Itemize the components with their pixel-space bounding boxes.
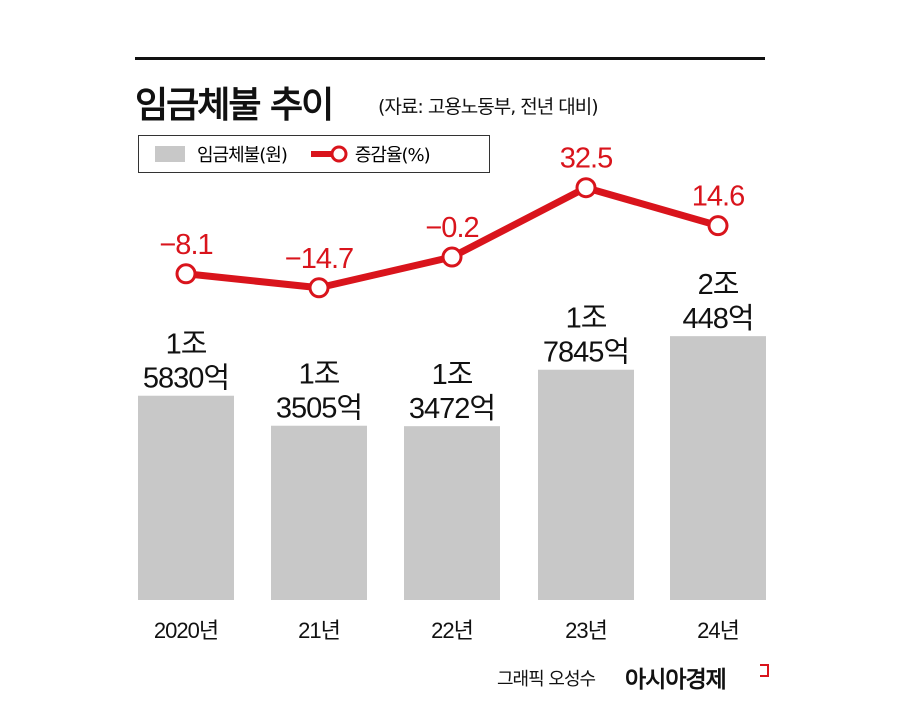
chart-title: 임금체불 추이 [135,85,334,126]
bar [404,426,500,600]
brand-logo: 아시아경제 [625,667,727,693]
x-tick-label: 24년 [697,618,739,643]
bar-label-line2: 5830억 [143,363,229,395]
rate-point [575,177,597,199]
legend-line-label: 증감율(%) [354,145,431,166]
bar-label-line1: 1조 [432,359,473,391]
chart-source: (자료: 고용노동부, 전년 대비) [378,96,599,118]
bar-label-line1: 1조 [166,329,207,361]
legend: 임금체불(원) 증감율(%) [138,135,490,173]
rate-label: −0.2 [425,212,478,244]
bar-label-line1: 2조 [698,269,739,301]
rate-label: 32.5 [560,143,612,175]
rate-point [441,246,463,268]
bar [271,425,367,600]
x-tick-label: 22년 [431,618,473,643]
bar [138,395,234,600]
bar [670,336,766,600]
x-tick-label: 23년 [565,618,607,643]
bar-label-line2: 7845억 [543,337,629,369]
bar-label-line1: 1조 [566,303,607,335]
bar-label-line2: 3505억 [276,393,362,425]
legend-bar-label: 임금체불(원) [197,145,288,166]
x-tick-label: 2020년 [154,618,218,643]
rate-point [175,263,197,285]
brand-mark-icon [760,664,769,677]
legend-line-swatch [310,145,348,163]
rate-label: −14.7 [285,243,353,275]
bar-label-line2: 448억 [682,303,753,335]
rate-label: 14.6 [692,181,744,213]
bar-label-line1: 1조 [299,359,340,391]
rate-label: −8.1 [159,229,212,261]
x-tick-label: 21년 [298,618,340,643]
legend-bar-swatch [155,146,185,162]
bar-label-line2: 3472억 [409,393,495,425]
top-rule [135,57,765,60]
rate-point [308,277,330,299]
rate-point [707,215,729,237]
graphic-credit: 그래픽 오성수 [497,669,596,690]
bar [538,369,634,600]
